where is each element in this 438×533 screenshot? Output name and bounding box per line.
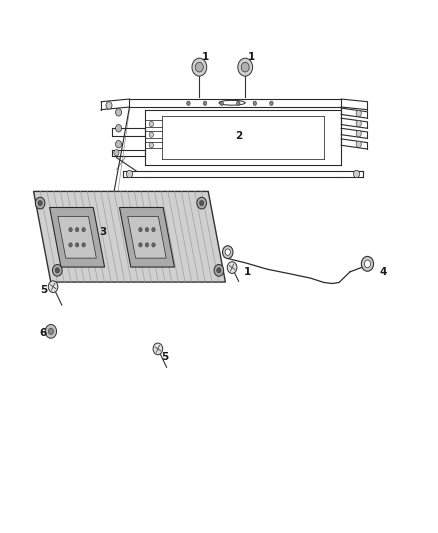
Circle shape <box>116 125 122 132</box>
Circle shape <box>38 200 42 206</box>
Circle shape <box>106 102 112 109</box>
Circle shape <box>356 110 361 117</box>
Ellipse shape <box>219 100 245 105</box>
Circle shape <box>356 141 361 148</box>
Circle shape <box>53 264 62 276</box>
Circle shape <box>361 256 374 271</box>
Circle shape <box>127 170 133 177</box>
Circle shape <box>114 150 119 156</box>
Circle shape <box>139 228 142 232</box>
Circle shape <box>203 101 207 106</box>
Circle shape <box>356 120 361 127</box>
Circle shape <box>238 58 253 76</box>
Circle shape <box>353 170 360 177</box>
Circle shape <box>227 262 237 273</box>
Circle shape <box>152 243 155 247</box>
Circle shape <box>69 243 72 247</box>
Circle shape <box>145 243 149 247</box>
Text: 2: 2 <box>235 131 242 141</box>
Circle shape <box>237 101 240 106</box>
Text: 4: 4 <box>379 267 386 277</box>
Circle shape <box>152 228 155 232</box>
Text: 5: 5 <box>161 352 168 362</box>
Circle shape <box>75 243 79 247</box>
Polygon shape <box>120 207 174 267</box>
Circle shape <box>116 109 122 116</box>
Circle shape <box>199 200 204 206</box>
Circle shape <box>82 243 85 247</box>
Text: 5: 5 <box>40 286 47 295</box>
Circle shape <box>75 228 79 232</box>
Circle shape <box>241 62 249 72</box>
Circle shape <box>69 228 72 232</box>
Circle shape <box>116 141 122 148</box>
Circle shape <box>364 260 371 268</box>
Text: 1: 1 <box>202 52 209 61</box>
Circle shape <box>225 249 230 255</box>
Circle shape <box>195 62 203 72</box>
Circle shape <box>45 325 57 338</box>
Circle shape <box>153 343 162 355</box>
Circle shape <box>149 143 153 148</box>
Circle shape <box>35 197 45 209</box>
Circle shape <box>270 101 273 106</box>
Circle shape <box>253 101 257 106</box>
Text: 1: 1 <box>244 267 251 277</box>
Polygon shape <box>58 216 96 258</box>
Circle shape <box>214 264 224 276</box>
Polygon shape <box>49 207 105 267</box>
Circle shape <box>55 268 60 273</box>
Text: 6: 6 <box>40 328 47 338</box>
Circle shape <box>82 228 85 232</box>
Polygon shape <box>34 191 226 282</box>
Circle shape <box>187 101 190 106</box>
Circle shape <box>356 131 361 137</box>
Circle shape <box>48 328 53 335</box>
Circle shape <box>223 246 233 259</box>
Circle shape <box>139 243 142 247</box>
Circle shape <box>217 268 221 273</box>
Circle shape <box>192 58 207 76</box>
Text: 3: 3 <box>100 227 107 237</box>
Polygon shape <box>128 216 166 258</box>
Circle shape <box>220 101 223 106</box>
Circle shape <box>48 281 58 293</box>
Text: 1: 1 <box>248 52 255 61</box>
Circle shape <box>197 197 206 209</box>
Circle shape <box>145 228 149 232</box>
Circle shape <box>149 122 153 127</box>
Circle shape <box>149 132 153 138</box>
